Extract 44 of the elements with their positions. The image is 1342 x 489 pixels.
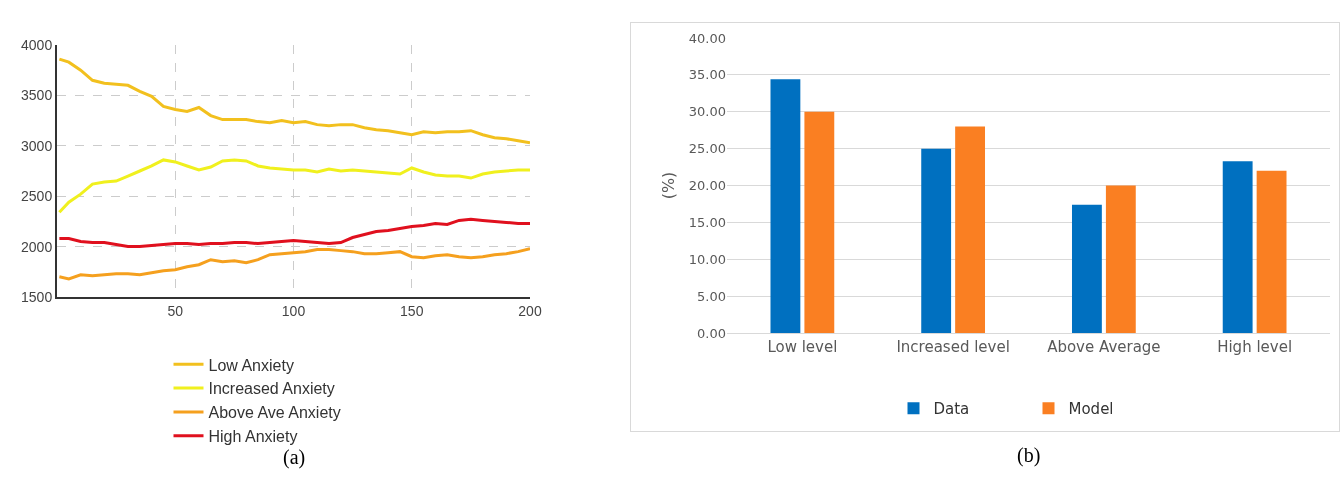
line-series: [57, 247, 530, 281]
bar: [804, 111, 835, 333]
line-series: [57, 57, 530, 145]
legend-label: Increased Anxiety: [208, 380, 335, 398]
y-tick-label: 2000: [21, 238, 53, 255]
y-tick-label: 2500: [21, 188, 53, 205]
legend-label: Model: [1068, 400, 1114, 419]
bar: [921, 148, 952, 333]
y-tick-label: 30.00: [688, 104, 726, 120]
line-series: [57, 217, 530, 249]
x-tick-label: Increased level: [896, 338, 1010, 356]
legend-label: Data: [933, 400, 970, 419]
x-tick-label: Low level: [767, 338, 838, 356]
bar: [1256, 170, 1287, 333]
x-tick-label: 200: [518, 302, 542, 319]
y-tick-label: 0.00: [697, 325, 726, 341]
y-tick-label: 20.00: [688, 178, 726, 194]
legend-label: High Anxiety: [208, 427, 298, 445]
y-tick-label: 1500: [21, 288, 53, 305]
legend-label: Low Anxiety: [208, 356, 294, 374]
bar: [1071, 204, 1102, 333]
x-tick-label: Above Average: [1047, 338, 1161, 356]
y-tick-label: 10.00: [688, 251, 726, 267]
x-tick-label: 150: [400, 302, 424, 319]
y-tick-label: 4000: [21, 36, 53, 53]
y-tick-label: 35.00: [688, 67, 726, 83]
y-tick-label: 3500: [21, 87, 53, 104]
y-tick-label: 40.00: [688, 30, 726, 46]
bar: [1222, 161, 1253, 333]
bar: [955, 126, 986, 333]
x-tick-label: High level: [1217, 338, 1293, 356]
x-tick-label: 50: [167, 302, 184, 319]
line-series: [57, 158, 530, 214]
y-axis-title: (%): [658, 171, 678, 200]
y-tick-label: 3000: [21, 137, 53, 154]
x-tick-label: 100: [281, 302, 306, 319]
legend-label: Above Ave Anxiety: [208, 404, 341, 422]
bar: [770, 79, 801, 333]
text: (b): [1017, 444, 1041, 467]
text: (a): [283, 446, 306, 469]
y-tick-label: 5.00: [697, 288, 726, 304]
y-tick-label: 25.00: [688, 141, 726, 157]
y-tick-label: 15.00: [688, 214, 726, 230]
bar: [1105, 185, 1136, 333]
